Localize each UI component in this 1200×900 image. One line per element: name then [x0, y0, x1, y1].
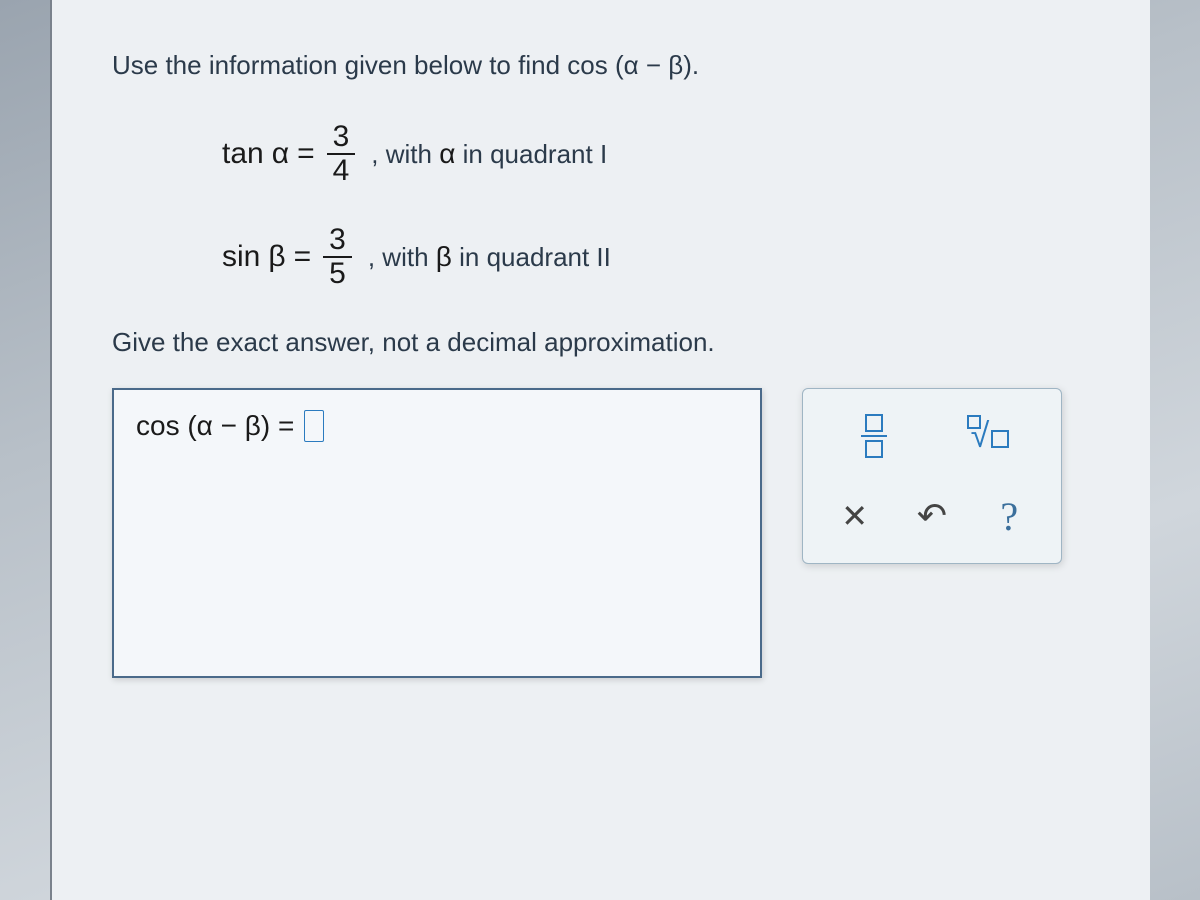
condition-text: , with β in quadrant II	[368, 241, 611, 273]
answer-lhs: cos (α − β) =	[136, 410, 294, 442]
cond-var: β	[436, 241, 452, 272]
fraction-value: 3 4	[327, 121, 356, 186]
equals-sign: =	[297, 137, 315, 171]
func-var: α	[272, 137, 289, 171]
equals-sign: =	[294, 240, 312, 274]
undo-icon: ↶	[917, 495, 947, 537]
help-icon: ?	[1000, 493, 1018, 540]
fraction-icon	[861, 414, 887, 458]
cond-var: α	[439, 138, 455, 169]
func-name: tan	[222, 137, 264, 171]
condition-text: , with α in quadrant I	[371, 138, 607, 170]
close-icon: ✕	[841, 497, 868, 535]
undo-button[interactable]: ↶	[900, 487, 964, 545]
answer-row: cos (α − β) = √	[112, 388, 1090, 678]
problem-page: Use the information given below to find …	[50, 0, 1150, 900]
fraction-denominator: 4	[327, 155, 356, 187]
nth-root-button[interactable]: √	[958, 407, 1022, 465]
instruction-text: Use the information given below to find …	[112, 50, 1090, 81]
func-name: sin	[222, 240, 260, 274]
fraction-denominator: 5	[323, 258, 352, 290]
answer-input[interactable]	[304, 410, 324, 442]
instruction2-text: Give the exact answer, not a decimal app…	[112, 327, 1090, 358]
fraction-button[interactable]	[842, 407, 906, 465]
given-line-2: sin β = 3 5 , with β in quadrant II	[222, 224, 1090, 289]
root-icon: √	[971, 419, 1010, 453]
cond-prefix: , with	[368, 242, 436, 272]
clear-button[interactable]: ✕	[823, 487, 887, 545]
given-line-1: tan α = 3 4 , with α in quadrant I	[222, 121, 1090, 186]
help-button[interactable]: ?	[977, 487, 1041, 545]
tool-row-2: ✕ ↶ ?	[821, 487, 1043, 545]
fraction-value: 3 5	[323, 224, 352, 289]
cond-suffix: in quadrant I	[463, 139, 608, 169]
fraction-numerator: 3	[323, 224, 352, 258]
func-var: β	[268, 240, 285, 274]
answer-equation: cos (α − β) =	[136, 410, 738, 442]
math-toolbox: √ ✕ ↶ ?	[802, 388, 1062, 564]
cond-prefix: , with	[371, 139, 439, 169]
cond-suffix: in quadrant II	[459, 242, 611, 272]
tool-row-1: √	[821, 407, 1043, 465]
answer-box[interactable]: cos (α − β) =	[112, 388, 762, 678]
fraction-numerator: 3	[327, 121, 356, 155]
